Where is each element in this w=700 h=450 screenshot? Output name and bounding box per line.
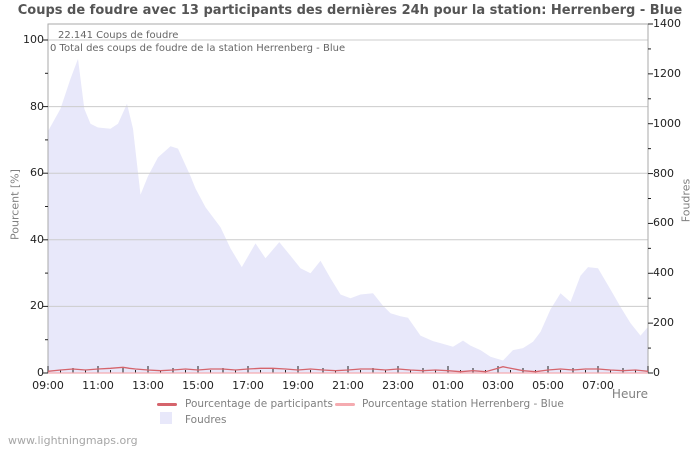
chart-title: Coups de foudre avec 13 participants des… (17, 3, 683, 18)
x-axis-tick-label: 17:00 (232, 379, 264, 392)
legend-label-station: Pourcentage station Herrenberg - Blue (362, 398, 564, 410)
right-axis-tick-label: 400 (653, 266, 674, 280)
left-axis-tick-label: 40 (30, 232, 44, 246)
x-axis-tick-label: 13:00 (132, 379, 164, 392)
left-axis-tick-label: 60 (30, 166, 44, 180)
left-axis-title: Pourcent [%] (8, 169, 22, 240)
right-axis-tick-label: 600 (653, 216, 674, 230)
right-axis-tick-label: 800 (653, 166, 674, 180)
legend-swatch-foudres-area (160, 412, 172, 424)
left-axis-tick-label: 20 (30, 299, 44, 313)
x-axis-tick-label: 03:00 (482, 379, 514, 392)
x-axis-tick-label: 19:00 (282, 379, 314, 392)
right-axis-title: Foudres (679, 178, 693, 223)
legend-label-participants: Pourcentage de participants (185, 398, 333, 410)
legend-swatch-participants-line (157, 403, 177, 406)
x-axis-tick-label: 23:00 (382, 379, 414, 392)
watermark: www.lightningmaps.org (8, 434, 138, 447)
right-axis-tick-label: 0 (653, 366, 660, 379)
x-axis-tick-label: 11:00 (82, 379, 114, 392)
x-axis-tick-label: 01:00 (432, 379, 464, 392)
x-axis-tick-label: 07:00 (582, 379, 614, 392)
legend-label-foudres: Foudres (185, 414, 227, 426)
right-axis-tick-label: 200 (653, 316, 674, 330)
x-axis-tick-label: 21:00 (332, 379, 364, 392)
right-axis-tick-label: 1200 (653, 66, 681, 80)
annotation-station-total: 0 Total des coups de foudre de la statio… (50, 43, 346, 54)
x-axis-title: Heure (611, 387, 648, 401)
left-axis-tick-label: 0 (37, 366, 44, 379)
legend-swatch-station-line (335, 403, 355, 406)
right-axis-tick-label: 1400 (653, 17, 681, 30)
x-axis-tick-label: 09:00 (32, 379, 64, 392)
left-axis-tick-label: 100 (23, 33, 44, 46)
left-axis-tick-label: 80 (30, 99, 44, 113)
x-axis-tick-label: 15:00 (182, 379, 214, 392)
right-axis-tick-label: 1000 (653, 116, 681, 130)
annotation-total-strikes: 22.141 Coups de foudre (58, 30, 179, 41)
x-axis-tick-label: 05:00 (532, 379, 564, 392)
